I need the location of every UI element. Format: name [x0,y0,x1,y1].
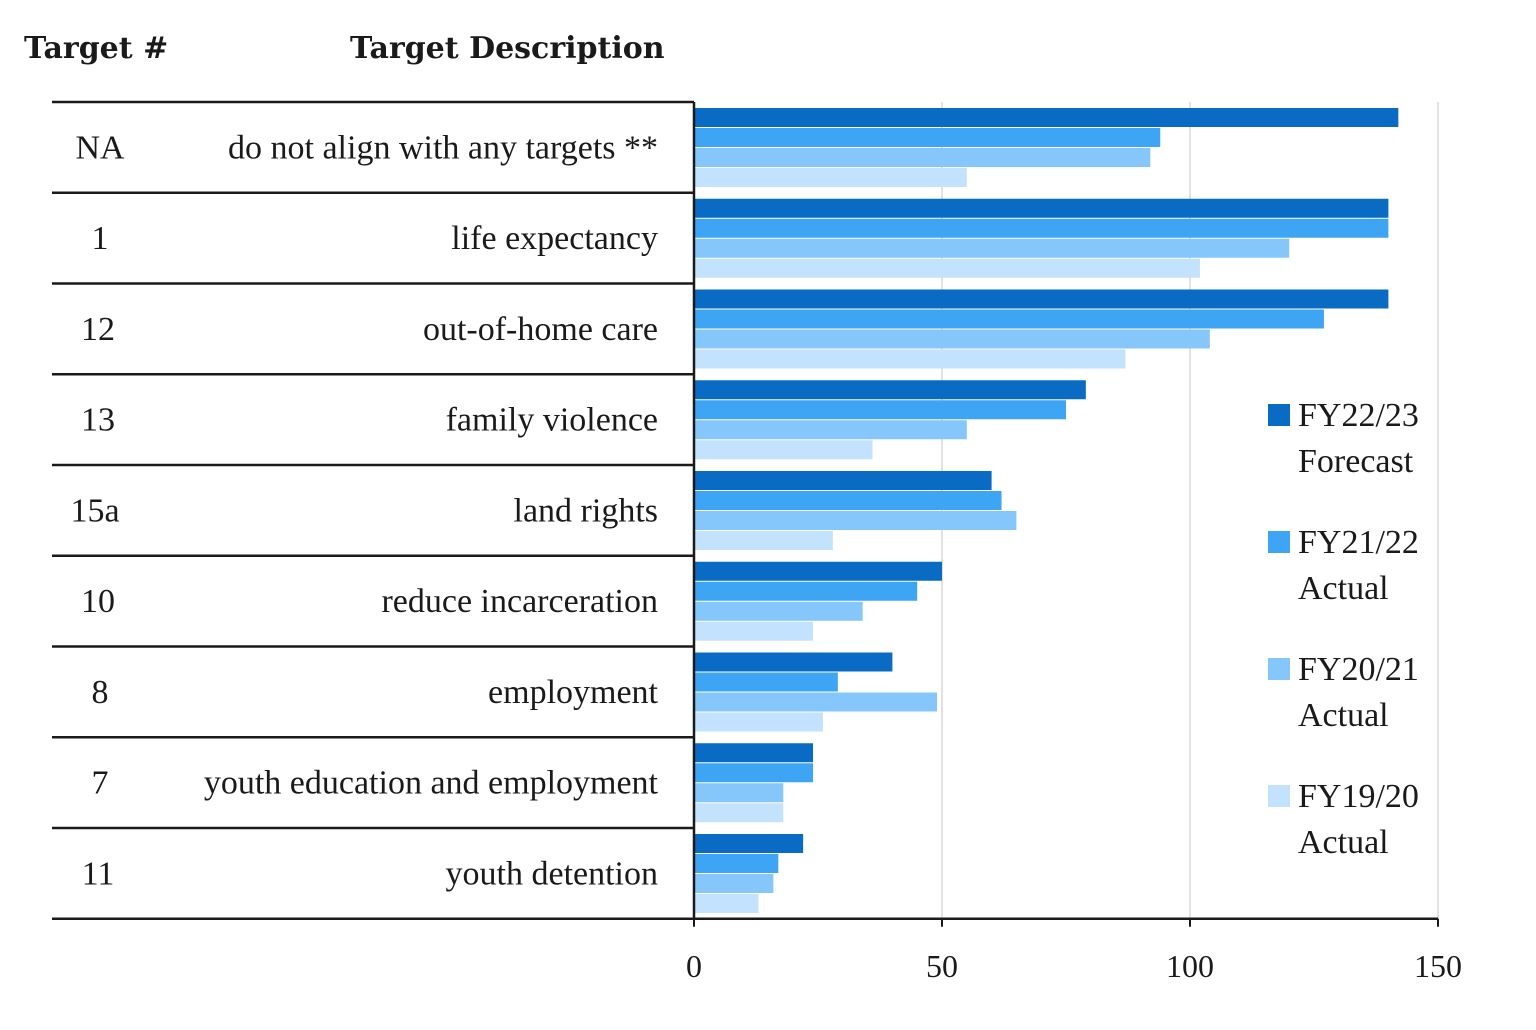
bar [694,511,1017,530]
bars [694,108,1399,913]
bar [694,471,992,490]
bar [694,238,1290,258]
legend-label: FY21/22 [1298,524,1419,561]
target-description: reduce incarceration [381,583,658,620]
bar [694,329,1210,349]
bar [694,380,1086,400]
bar [694,601,863,621]
x-tick-label: 150 [1414,948,1462,984]
legend-swatch [1268,658,1290,680]
bar [694,168,967,187]
legend-label: Actual [1298,570,1389,607]
header-target-description: Target Description [350,31,665,66]
target-description: do not align with any targets ** [228,129,658,166]
bar [694,803,784,823]
bar [694,309,1324,329]
bar [694,531,833,550]
target-description: employment [488,674,659,711]
legend-label: Actual [1298,824,1389,861]
legend-label: FY20/21 [1298,651,1419,688]
gridlines [941,102,1439,919]
target-number: 12 [81,311,115,348]
target-number: 13 [81,402,115,439]
target-description: youth detention [446,855,658,892]
bar [694,783,784,803]
x-tick-label: 50 [926,948,958,984]
bar [694,874,774,893]
bar [694,349,1126,369]
bar [694,258,1200,278]
legend-swatch [1268,404,1290,426]
bar [694,108,1399,127]
target-description: life expectancy [451,220,658,257]
target-number: 8 [92,674,109,711]
bar [694,834,804,853]
legend: FY22/23 Forecast FY21/22 Actual FY20/21 Actua… [1268,397,1419,861]
target-number: 10 [81,583,115,620]
target-description: land rights [514,492,658,529]
x-axis: 0 50 100 150 [686,101,1462,984]
legend-label: Forecast [1298,443,1414,480]
target-number: 11 [82,855,115,892]
legend-label: FY19/20 [1298,778,1419,815]
bar [694,692,938,712]
target-description: out-of-home care [423,311,658,348]
bar [694,854,779,873]
bar [694,218,1389,238]
target-description: family violence [446,402,658,439]
bar [694,561,942,581]
x-tick-label: 100 [1166,948,1214,984]
target-number: 7 [92,765,109,802]
bar [694,420,967,440]
bar [694,128,1161,147]
target-number: 15a [70,492,119,529]
header-target-number: Target # [24,31,168,66]
bar [694,400,1066,420]
bar [694,491,1002,510]
legend-label: Actual [1298,697,1389,734]
bar [694,712,823,732]
bar [694,198,1389,218]
target-number: 1 [92,220,109,257]
table-rows: NA do not align with any targets ** 1 life … [52,100,694,920]
bar [694,894,759,913]
bar [694,440,873,460]
bar [694,763,814,783]
bar [694,621,814,641]
target-number: NA [75,129,125,166]
legend-swatch [1268,785,1290,807]
bar [694,672,838,692]
x-tick-label: 0 [686,948,702,984]
bar [694,148,1151,167]
bar [694,743,814,763]
target-description: youth education and employment [204,765,659,802]
bar [694,581,918,601]
bar [694,652,893,672]
legend-label: FY22/23 [1298,397,1419,434]
legend-swatch [1268,531,1290,553]
bar [694,289,1389,309]
